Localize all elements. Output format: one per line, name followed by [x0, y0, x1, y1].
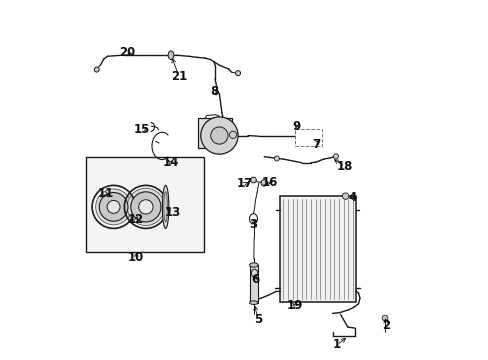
Circle shape	[261, 180, 267, 186]
Text: 5: 5	[253, 312, 262, 326]
Circle shape	[250, 177, 256, 183]
Text: 18: 18	[336, 160, 352, 173]
Bar	[249, 265, 258, 303]
Circle shape	[139, 200, 153, 214]
Ellipse shape	[163, 192, 167, 222]
Circle shape	[94, 67, 99, 72]
Circle shape	[235, 71, 240, 76]
Text: 13: 13	[164, 206, 181, 219]
Text: 12: 12	[128, 213, 144, 226]
Bar	[198, 118, 231, 148]
Text: 3: 3	[249, 218, 257, 231]
Circle shape	[96, 189, 131, 225]
Text: 20: 20	[119, 46, 135, 59]
Text: 16: 16	[262, 176, 278, 189]
Text: 7: 7	[311, 138, 320, 150]
Circle shape	[382, 315, 387, 321]
Text: 6: 6	[251, 273, 259, 286]
Ellipse shape	[168, 51, 174, 59]
Circle shape	[99, 193, 128, 221]
Circle shape	[127, 188, 164, 226]
Circle shape	[333, 154, 338, 159]
Text: 11: 11	[97, 187, 113, 200]
Text: 2: 2	[381, 319, 389, 332]
Ellipse shape	[249, 263, 258, 267]
Text: 17: 17	[237, 177, 253, 190]
Bar	[280, 196, 355, 302]
Text: 19: 19	[286, 299, 302, 312]
Circle shape	[210, 127, 227, 144]
Circle shape	[229, 131, 236, 138]
Text: 8: 8	[209, 85, 218, 98]
Circle shape	[274, 156, 279, 161]
Text: 9: 9	[292, 120, 300, 133]
Ellipse shape	[249, 301, 258, 305]
Bar	[86, 157, 204, 252]
Circle shape	[131, 192, 161, 222]
Ellipse shape	[162, 185, 168, 228]
Text: 1: 1	[332, 338, 341, 351]
Text: 10: 10	[128, 251, 144, 264]
Text: 15: 15	[134, 123, 150, 136]
Text: 14: 14	[163, 156, 179, 169]
Circle shape	[201, 117, 238, 154]
Circle shape	[342, 193, 348, 199]
Text: 4: 4	[347, 191, 355, 204]
Bar	[294, 129, 321, 146]
Circle shape	[107, 201, 120, 213]
Text: 21: 21	[171, 70, 187, 83]
